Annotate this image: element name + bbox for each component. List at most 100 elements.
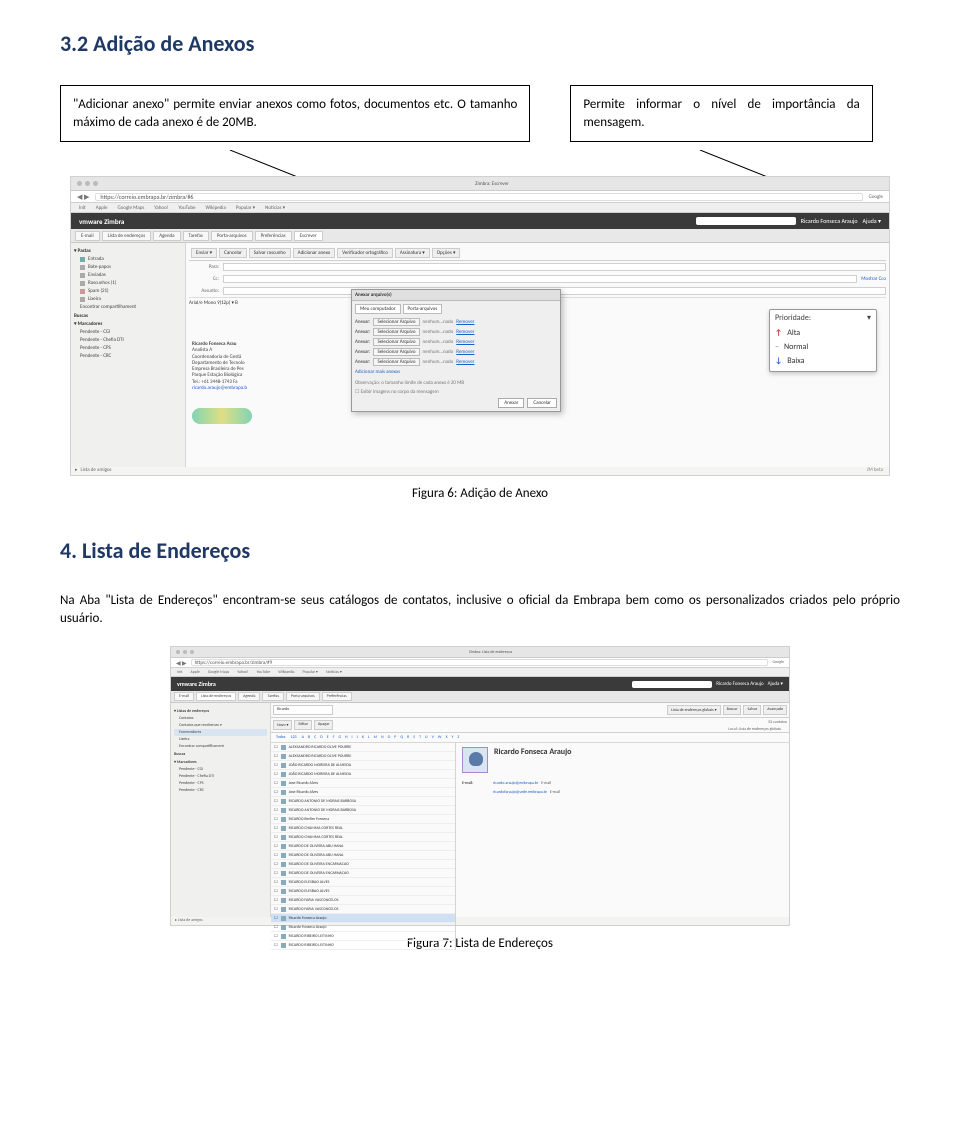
sidebar-item-drafts[interactable]: Rascunhos (1) [74,279,182,287]
people-search[interactable] [632,681,712,688]
sidebar-tag[interactable]: Pendente - Chefia DTI [174,773,267,780]
sidebar-item-fornecedores[interactable]: Fornecedores [174,729,267,736]
checkbox[interactable]: ☐ [274,798,278,804]
show-bcc-link[interactable]: Mostrar Cco [861,276,886,282]
contact-row[interactable]: ☐RICARDO RIBEIRO LEITINHO [271,932,455,941]
select-file-button[interactable]: Selecionar Arquivo [373,328,419,336]
filter-letter[interactable]: F [331,735,337,740]
filter-all[interactable]: Todos [274,735,287,740]
search-context[interactable]: Lista de endereços globais ▾ [667,705,720,715]
tab-agenda[interactable]: Agenda [153,231,180,241]
contact-row[interactable]: ☐RICARDO CHAMMA CORTES REAL [271,833,455,842]
edit-button[interactable]: Editar [294,720,312,730]
add-attachment-button[interactable]: Adicionar anexo [293,248,336,258]
remove-link[interactable]: Remover [456,329,474,335]
checkbox[interactable]: ☐ [274,744,278,750]
sidebar-item-emailed[interactable]: Contatos que receberam e [174,722,267,729]
checkbox[interactable]: ☐ [274,771,278,777]
new-button[interactable]: Novo ▾ [273,720,292,730]
address-bar[interactable]: https://correio.embrapa.br/zimbra/#9 [191,659,769,666]
sidebar-tag[interactable]: Pendente - CGI [174,766,267,773]
search-google[interactable]: Google [772,660,784,665]
checkbox[interactable]: ☐ [274,816,278,822]
contact-row[interactable]: ☐JOÃO RICARDO MOREIRA DE ALMEIDA [271,770,455,779]
tab-contacts[interactable]: Lista de endereços [102,231,152,241]
bookmark-item[interactable]: Wikipedia [206,205,226,211]
contact-row[interactable]: ☐RICARDO DE OLIVEIRA ABU HANA [271,842,455,851]
search-input[interactable]: Ricardo [273,705,333,715]
search-google[interactable]: Google [869,194,883,200]
filter-letter[interactable]: L [366,735,372,740]
sidebar-item-sent[interactable]: Enviadas [74,271,182,279]
filter-letter[interactable]: D [318,735,324,740]
dialog-inline-checkbox[interactable]: ☐ Exibir imagens no corpo da mensagem [355,389,557,395]
checkbox[interactable]: ☐ [274,762,278,768]
checkbox[interactable]: ☐ [274,852,278,858]
contact-row[interactable]: ☐Ricardo Fonseca Araujo [271,914,455,923]
contact-row[interactable]: ☐ALEXSANDRO RICARDO OLIVE POURRE [271,752,455,761]
checkbox[interactable]: ☐ [274,780,278,786]
select-file-button[interactable]: Selecionar Arquivo [373,358,419,366]
tab-email[interactable]: E-mail [75,231,100,241]
bookmark-item[interactable]: Init [79,205,86,211]
contact-row[interactable]: ☐Ricardo Fonseca Araujo [271,923,455,932]
checkbox[interactable]: ☐ [274,870,278,876]
bookmark-item[interactable]: Google Maps [208,670,229,675]
checkbox[interactable]: ☐ [274,843,278,849]
cancel-dialog-button[interactable]: Cancelar [527,398,557,408]
tab-tasks[interactable]: Tarefas [262,692,283,701]
chevron-down-icon[interactable]: ▾ [867,313,871,323]
checkbox[interactable]: ☐ [274,825,278,831]
filter-letter[interactable]: I [350,735,355,740]
contact-row[interactable]: ☐RICARDO FARIA VASCONCELOS [271,896,455,905]
help-menu[interactable]: Ajuda ▾ [768,681,783,687]
address-bar[interactable]: https://correio.embrapa.br/zimbra/#6 [95,193,862,201]
checkbox[interactable]: ☐ [274,906,278,912]
contact-row[interactable]: ☐RICARDO ELESBAO ALVES [271,878,455,887]
remove-link[interactable]: Remover [456,319,474,325]
bookmark-item[interactable]: Yahoo! [237,670,248,675]
dialog-tab-briefcase[interactable]: Porta-arquivos [403,304,443,314]
contact-row[interactable]: ☐Jose Ricardo Alves [271,788,455,797]
filter-letter[interactable]: V [430,735,436,740]
filter-letter[interactable]: N [379,735,386,740]
contact-row[interactable]: ☐JOÃO RICARDO MOREIRA DE ALMEIDA [271,761,455,770]
remove-link[interactable]: Remover [456,359,474,365]
save-search-button[interactable]: Salvar [743,705,761,715]
tab-tasks[interactable]: Tarefas [183,231,209,241]
bookmark-item[interactable]: Apple [190,670,199,675]
sidebar-tag[interactable]: Pendente - Chefia DTI [74,336,182,344]
remove-link[interactable]: Remover [456,349,474,355]
contact-list[interactable]: ☐ALEXSANDRO RICARDO OLIVE POURRE☐ALEXSAN… [271,743,456,950]
email-1[interactable]: ricardo.araujo@embrapa.br [493,781,538,786]
checkbox[interactable]: ☐ [274,915,278,921]
checkbox[interactable]: ☐ [274,861,278,867]
contact-row[interactable]: ☐RICARDO Berlim Fonseca [271,815,455,824]
contact-row[interactable]: ☐RICARDO DE OLIVEIRA ABU HANA [271,851,455,860]
sidebar-buscas-header[interactable]: Buscas [74,313,182,319]
sidebar-tag[interactable]: Pendente - CPS [74,344,182,352]
checkbox[interactable]: ☐ [274,933,278,939]
checkbox[interactable]: ☐ [274,879,278,885]
sidebar-tag[interactable]: Pendente - CPS [174,780,267,787]
nav-arrows[interactable]: ◀ ▶ [77,192,89,201]
signature-button[interactable]: Assinatura ▾ [395,248,430,258]
contact-row[interactable]: ☐RICARDO FARIA VASCONCELOS [271,905,455,914]
add-more-attachments-link[interactable]: Adicionar mais anexos [355,367,557,377]
to-input[interactable] [223,263,886,271]
select-file-button[interactable]: Selecionar Arquivo [373,348,419,356]
delete-button[interactable]: Apagar [314,720,333,730]
checkbox[interactable]: ☐ [274,807,278,813]
sidebar-tags-header[interactable]: ▾ Marcadores [174,759,267,765]
sidebar-item-share[interactable]: Encontrar compartilhament [74,303,182,311]
sidebar-tag[interactable]: Pendente - CRC [174,787,267,794]
priority-high[interactable]: ↑Alta [775,326,871,340]
contact-row[interactable]: ☐ALEXSANDRO RICARDO OLIVE POURRE [271,743,455,752]
advanced-button[interactable]: Avançado [763,705,787,715]
contact-row[interactable]: ☐RICARDO RIBEIRO LEITINHO [271,941,455,950]
filter-letter[interactable]: Z [455,735,461,740]
bookmark-item[interactable]: YouTube [178,205,195,211]
checkbox[interactable]: ☐ [274,834,278,840]
bookmark-item[interactable]: Popular ▾ [302,669,317,675]
bookmark-item[interactable]: Notícias ▾ [265,205,285,211]
